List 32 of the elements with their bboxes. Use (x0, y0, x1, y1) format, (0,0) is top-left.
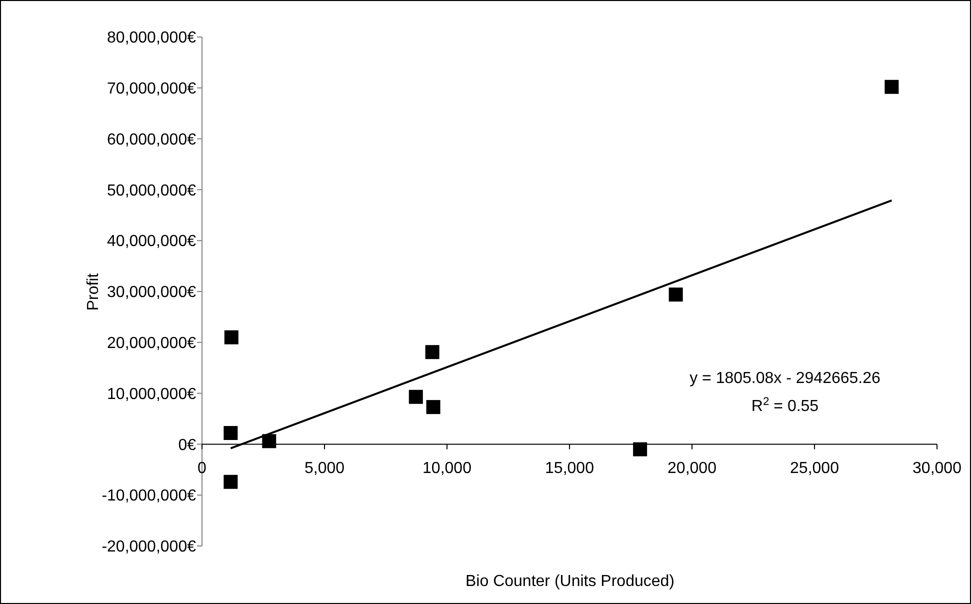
point (262, 434, 276, 448)
point (633, 442, 648, 456)
y-tick-label: -20,000,000€ (102, 538, 196, 556)
y-tick-label: 80,000,000€ (107, 30, 196, 47)
annotation: R$^{2}$ = 0.55 (751, 396, 819, 415)
y-tick-label: -10,000,000€ (102, 488, 196, 505)
point (425, 345, 440, 360)
point (408, 390, 423, 404)
point (884, 80, 899, 94)
y-axis-title: Profit (85, 272, 102, 311)
point (224, 426, 238, 440)
x-tick-label: 0 (198, 460, 207, 478)
point (426, 400, 440, 414)
annotation: y = 1805.08x - 2942665.26 (690, 370, 881, 387)
y-tick-label: 60,000,000€ (107, 131, 196, 148)
x-tick-label: 5,000 (304, 460, 345, 478)
point (668, 288, 683, 302)
point (224, 330, 238, 344)
y-tick-label: 40,000,000€ (107, 233, 196, 250)
x-tick-label: 15,000 (545, 460, 594, 478)
y-tick-label: 10,000,000€ (107, 386, 196, 403)
x-tick-label: 30,000 (912, 460, 962, 478)
y-tick-label: 20,000,000€ (107, 335, 196, 352)
x-tick-label: 20,000 (668, 460, 717, 478)
y-tick-label: 0€ (178, 436, 196, 454)
x-axis-title: Bio Counter (Units Produced) (466, 573, 674, 590)
y-tick-label: 50,000,000€ (107, 182, 196, 200)
y-tick-label: 70,000,000€ (107, 80, 196, 98)
x-tick-label: 25,000 (790, 460, 840, 478)
x-tick-label: 10,000 (422, 460, 472, 478)
point (224, 474, 238, 489)
y-tick-label: 30,000,000€ (107, 284, 196, 302)
